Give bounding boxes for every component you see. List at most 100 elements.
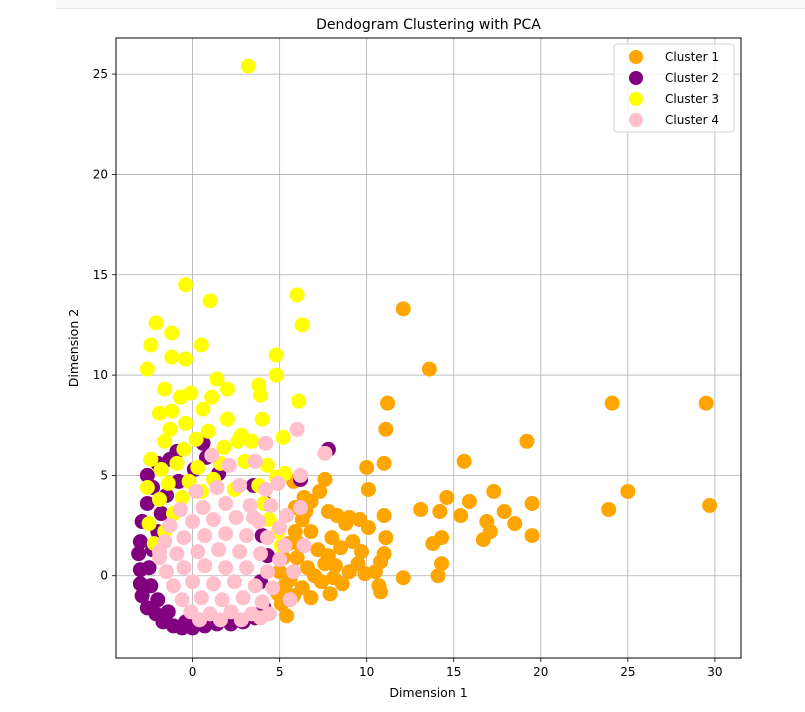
data-point [230,433,246,449]
data-point [188,431,204,447]
series-cluster-2 [131,435,336,636]
data-point [164,403,180,419]
y-tick-label: 25 [93,67,108,81]
data-point [176,560,192,576]
data-point [169,546,185,562]
data-point [320,504,336,520]
data-point [214,592,230,608]
data-point [303,590,319,606]
data-point [139,496,155,512]
data-point [279,608,295,624]
data-point [263,498,279,514]
data-point [317,445,333,461]
data-point [294,580,310,596]
data-point [486,483,502,499]
data-point [153,461,169,477]
data-point [239,560,255,576]
data-point [178,415,194,431]
legend-marker [629,71,643,85]
data-point [286,564,302,580]
data-point [148,315,164,331]
data-point [174,592,190,608]
data-point [178,351,194,367]
data-point [425,536,441,552]
data-point [232,544,248,560]
legend-marker [629,50,643,64]
data-point [702,498,718,514]
legend-marker [629,92,643,106]
data-point [326,570,342,586]
data-point [357,566,373,582]
data-point [185,514,201,530]
data-point [157,381,173,397]
data-point [157,433,173,449]
data-point [341,564,357,580]
data-point [421,361,437,377]
y-tick-label: 10 [93,368,108,382]
data-point [204,389,220,405]
data-point [439,489,455,505]
data-point [275,429,291,445]
data-point [162,518,178,534]
data-point [221,457,237,473]
data-point [289,550,305,566]
data-point [380,395,396,411]
data-point [153,506,169,522]
data-point [296,538,312,554]
data-point [247,578,263,594]
data-point [604,395,620,411]
data-point [430,568,446,584]
legend-label: Cluster 4 [665,113,719,127]
data-point [226,574,242,590]
data-point [185,574,201,590]
data-point [312,483,328,499]
data-point [152,491,168,507]
data-point [378,421,394,437]
data-point [143,451,159,467]
data-point [279,508,295,524]
legend-marker [629,113,643,127]
data-point [172,502,188,518]
data-point [152,544,168,560]
data-point [139,479,155,495]
data-point [204,447,220,463]
data-point [259,530,275,546]
data-point [378,530,394,546]
y-axis-ticks: 0 5 10 15 20 25 [93,67,116,583]
data-point [413,502,429,518]
data-point [601,502,617,518]
data-point [258,481,274,497]
data-point [197,558,213,574]
x-tick-label: 25 [620,665,635,679]
data-point [200,423,216,439]
data-point [247,453,263,469]
data-point [320,548,336,564]
data-point [277,538,293,554]
series-cluster-3 [139,58,310,554]
series-cluster-4 [152,421,333,628]
data-point [453,508,469,524]
data-point [519,433,535,449]
data-point [152,405,168,421]
data-point [265,580,281,596]
data-point [190,459,206,475]
data-point [160,604,176,620]
data-point [174,489,190,505]
data-point [246,510,262,526]
data-point [183,385,199,401]
data-point [294,317,310,333]
data-point [244,433,260,449]
data-point [219,381,235,397]
legend-label: Cluster 1 [665,50,719,64]
data-point [242,498,258,514]
data-point [252,610,268,626]
data-point [131,546,147,562]
x-tick-label: 15 [446,665,461,679]
data-point [223,604,239,620]
data-point [212,612,228,628]
data-point [507,516,523,532]
data-point [258,435,274,451]
data-point [303,524,319,540]
y-axis-label: Dimension 2 [66,309,81,387]
